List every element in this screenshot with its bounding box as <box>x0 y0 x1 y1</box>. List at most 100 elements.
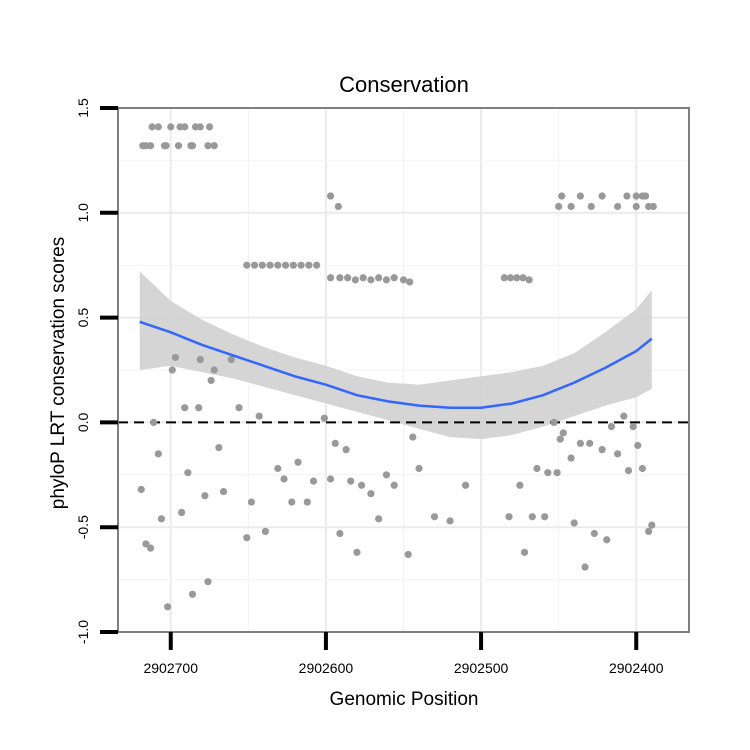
data-point <box>406 278 414 286</box>
data-point <box>188 590 197 598</box>
data-point <box>590 529 598 538</box>
data-point <box>215 443 223 452</box>
y-tick-label: -0.5 <box>75 515 91 539</box>
data-point <box>648 521 656 529</box>
data-point <box>516 481 524 489</box>
data-point <box>146 142 155 150</box>
data-point <box>250 261 259 269</box>
y-tick-label: 1.5 <box>75 98 91 118</box>
data-point <box>353 548 361 556</box>
data-point <box>288 498 296 506</box>
confidence-band <box>139 271 652 440</box>
data-point <box>555 202 563 211</box>
data-point <box>632 202 640 211</box>
data-point <box>178 508 186 517</box>
x-tick-label: 2902500 <box>454 660 509 676</box>
x-tick-label: 2902400 <box>609 660 664 676</box>
y-tick-label: 1.0 <box>75 203 91 223</box>
data-point <box>331 439 339 447</box>
data-point <box>598 192 606 200</box>
data-point <box>513 274 521 282</box>
data-point <box>567 202 575 211</box>
data-point <box>624 467 633 475</box>
data-point <box>632 192 640 200</box>
data-point <box>446 517 454 525</box>
data-point <box>266 261 274 269</box>
data-point <box>638 464 647 473</box>
data-point <box>500 274 508 282</box>
data-point <box>614 450 622 458</box>
data-point <box>154 450 162 458</box>
data-point <box>344 274 352 282</box>
data-point <box>528 513 536 521</box>
data-point <box>533 464 541 473</box>
data-point <box>634 441 642 450</box>
data-point <box>603 536 611 544</box>
data-point <box>243 534 251 542</box>
data-point <box>541 513 549 521</box>
data-point <box>641 192 650 200</box>
data-point <box>623 192 631 200</box>
data-point <box>148 123 156 131</box>
data-point <box>176 123 184 131</box>
data-point <box>160 142 169 150</box>
x-axis-title: Genomic Position <box>330 689 479 710</box>
data-point <box>309 477 318 485</box>
data-point <box>303 498 311 506</box>
data-point <box>154 123 162 131</box>
data-point <box>334 202 342 211</box>
x-tick-label: 2902700 <box>143 660 198 676</box>
data-point <box>187 142 195 150</box>
data-point <box>607 422 616 431</box>
data-point <box>550 418 558 426</box>
data-point <box>629 422 637 431</box>
data-point <box>576 439 584 447</box>
data-point <box>320 414 328 422</box>
data-point <box>351 276 359 284</box>
smooth-curve <box>139 320 653 409</box>
data-point <box>390 274 398 282</box>
data-point <box>326 475 335 483</box>
data-point <box>576 192 584 200</box>
data-point <box>261 527 270 535</box>
data-point <box>556 435 564 443</box>
data-point <box>359 274 367 282</box>
data-point <box>167 123 175 131</box>
data-point <box>191 123 200 131</box>
data-point <box>382 471 391 479</box>
y-axis: -1.0 -0.5 0.0 0.5 1.0 1.5 <box>75 98 118 644</box>
data-point <box>649 202 657 211</box>
data-point <box>289 261 297 269</box>
data-point <box>184 469 192 477</box>
panel-border <box>117 107 690 633</box>
y-tick-label: -1.0 <box>75 620 91 644</box>
data-point <box>347 477 355 485</box>
y-tick-label: 0.5 <box>75 308 91 328</box>
data-point <box>358 481 366 489</box>
data-point <box>558 192 566 200</box>
data-point <box>171 353 180 362</box>
plot-panel <box>117 107 690 633</box>
data-point <box>567 454 575 462</box>
data-point <box>367 490 375 498</box>
data-point <box>219 487 228 496</box>
data-point <box>274 464 282 473</box>
data-point <box>255 412 263 420</box>
data-point <box>553 469 561 477</box>
data-point <box>367 276 375 284</box>
data-point <box>201 492 209 500</box>
data-point <box>195 404 203 412</box>
data-point <box>336 529 344 538</box>
chart-title: Conservation <box>339 72 469 97</box>
data-point <box>506 274 515 282</box>
data-point <box>404 550 412 559</box>
data-point <box>210 142 218 150</box>
data-point <box>375 274 383 282</box>
data-point <box>375 515 383 523</box>
data-point <box>390 481 398 489</box>
data-point <box>274 261 282 269</box>
data-point <box>280 475 288 483</box>
data-point <box>204 142 212 150</box>
data-point <box>342 446 350 454</box>
